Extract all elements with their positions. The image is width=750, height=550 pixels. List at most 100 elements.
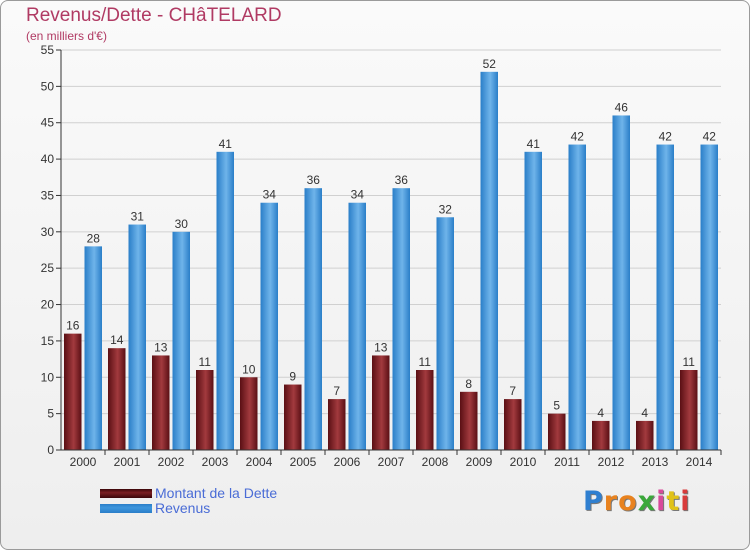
data-label-revenus: 36	[395, 173, 409, 187]
data-label-dette: 5	[553, 399, 560, 413]
bar-revenus-2008	[436, 217, 454, 450]
x-tick-label-2009: 2009	[466, 455, 493, 469]
data-label-dette: 4	[641, 406, 648, 420]
x-tick-label-2013: 2013	[642, 455, 669, 469]
y-tick-label: 55	[41, 43, 55, 57]
y-tick-label: 45	[41, 116, 55, 130]
data-label-dette: 16	[66, 319, 80, 333]
bar-dette-2000	[64, 333, 82, 450]
data-label-dette: 10	[242, 362, 256, 376]
x-tick-label-2012: 2012	[598, 455, 625, 469]
bar-revenus-2010	[524, 151, 542, 450]
bar-dette-2009	[460, 391, 478, 450]
data-label-revenus: 28	[87, 231, 101, 245]
bar-dette-2008	[416, 370, 434, 450]
data-label-dette: 14	[110, 333, 124, 347]
bar-dette-2001	[108, 348, 126, 450]
x-tick-label-2011: 2011	[554, 455, 580, 469]
bar-dette-2003	[196, 370, 214, 450]
data-label-revenus: 42	[703, 130, 717, 144]
bar-dette-2007	[372, 355, 390, 450]
logo-letter: i	[680, 486, 691, 517]
bar-dette-2011	[548, 413, 566, 450]
x-tick-label-2000: 2000	[70, 455, 97, 469]
y-tick-label: 10	[41, 370, 55, 384]
bar-revenus-2007	[392, 188, 410, 450]
y-tick-label: 35	[41, 188, 55, 202]
bar-dette-2005	[284, 384, 302, 450]
y-tick-label: 25	[41, 261, 55, 275]
data-label-revenus: 34	[263, 188, 277, 202]
bar-revenus-2014	[700, 144, 718, 450]
x-tick-label-2008: 2008	[422, 455, 449, 469]
data-label-dette: 13	[154, 340, 168, 354]
legend-swatch-dette	[100, 489, 152, 498]
legend-label-dette: Montant de la Dette	[155, 485, 278, 501]
bar-revenus-2000	[84, 246, 102, 450]
y-tick-label: 15	[41, 334, 55, 348]
x-tick-label-2002: 2002	[158, 455, 185, 469]
x-tick-label-2007: 2007	[378, 455, 405, 469]
legend-item-revenus: Revenus	[100, 500, 400, 517]
bar-dette-2013	[636, 420, 654, 450]
bar-revenus-2005	[304, 188, 322, 450]
bar-dette-2014	[680, 370, 698, 450]
legend-label-revenus: Revenus	[155, 500, 211, 516]
data-label-revenus: 42	[659, 130, 673, 144]
bar-revenus-2006	[348, 202, 366, 450]
x-tick-label-2006: 2006	[334, 455, 361, 469]
bar-revenus-2013	[656, 144, 674, 450]
x-tick-label-2003: 2003	[202, 455, 229, 469]
x-tick-label-2014: 2014	[686, 455, 713, 469]
logo-letter: o	[618, 486, 638, 517]
data-label-revenus: 41	[527, 137, 541, 151]
bar-revenus-2012	[612, 115, 630, 451]
bar-revenus-2011	[568, 144, 586, 450]
y-tick-label: 0	[47, 443, 54, 457]
logo-letter: i	[656, 486, 667, 517]
logo-letter: P	[583, 486, 604, 517]
chart-title: Revenus/Dette - CHâTELARD	[26, 5, 282, 26]
x-tick-label-2001: 2001	[114, 455, 141, 469]
legend-swatch-revenus	[100, 504, 152, 513]
logo-letter: x	[637, 486, 657, 517]
data-label-revenus: 41	[219, 137, 233, 151]
data-label-dette: 13	[374, 340, 388, 354]
data-label-revenus: 52	[483, 57, 497, 71]
bar-dette-2006	[328, 399, 346, 450]
bar-revenus-2009	[480, 71, 498, 451]
data-label-revenus: 31	[131, 210, 145, 224]
y-tick-label: 5	[47, 407, 54, 421]
data-label-dette: 11	[419, 355, 432, 369]
data-label-dette: 8	[465, 377, 472, 391]
logo-letter: t	[666, 486, 681, 517]
x-tick-label-2010: 2010	[510, 455, 537, 469]
legend-item-dette: Montant de la Dette	[100, 485, 400, 502]
data-label-revenus: 32	[439, 202, 453, 216]
bar-dette-2010	[504, 399, 522, 450]
bar-revenus-2004	[260, 202, 278, 450]
bar-dette-2002	[152, 355, 170, 450]
y-tick-label: 20	[41, 298, 55, 312]
x-tick-label-2004: 2004	[246, 455, 273, 469]
y-tick-label: 40	[41, 152, 55, 166]
proxiti-logo: Proxiti	[583, 486, 691, 517]
data-label-revenus: 46	[615, 100, 629, 114]
data-label-dette: 7	[333, 384, 340, 398]
y-tick-label: 50	[41, 79, 55, 93]
data-label-dette: 4	[597, 406, 604, 420]
logo-letter: r	[603, 486, 619, 517]
data-label-dette: 9	[289, 370, 296, 384]
bar-revenus-2002	[172, 231, 190, 450]
y-tick-label: 30	[41, 225, 55, 239]
data-label-revenus: 30	[175, 217, 189, 231]
data-label-revenus: 42	[571, 130, 585, 144]
bar-revenus-2001	[128, 224, 146, 450]
bar-dette-2012	[592, 420, 610, 450]
data-label-revenus: 36	[307, 173, 321, 187]
bar-dette-2004	[240, 377, 258, 450]
data-label-dette: 11	[199, 355, 212, 369]
chart-subtitle: (en milliers d'€)	[26, 29, 107, 43]
data-label-dette: 7	[509, 384, 516, 398]
